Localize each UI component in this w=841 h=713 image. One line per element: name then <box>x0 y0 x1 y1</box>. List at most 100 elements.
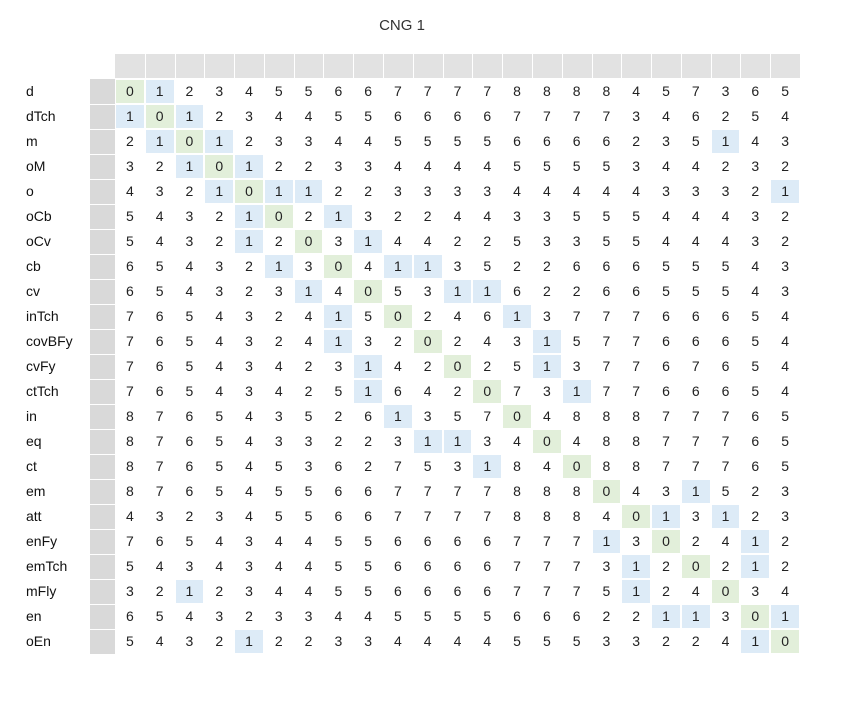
matrix-cell: 6 <box>334 508 343 524</box>
matrix-cell: 4 <box>394 233 402 249</box>
matrix-cell: 4 <box>513 183 521 199</box>
matrix-cell: 2 <box>155 158 164 174</box>
matrix-cell: 0 <box>652 530 680 553</box>
matrix-cell: 6 <box>513 133 521 149</box>
row-separator <box>90 229 115 230</box>
matrix-cell: 5 <box>274 458 283 474</box>
matrix-cell: 8 <box>572 483 581 499</box>
matrix-cell: 4 <box>721 533 730 549</box>
matrix-cell: 7 <box>155 458 164 474</box>
row-label: covBFy <box>26 333 73 349</box>
matrix-cell: 5 <box>632 208 641 224</box>
matrix-cell: 0 <box>384 305 412 328</box>
matrix-cell: 7 <box>125 358 134 374</box>
matrix-cell: 7 <box>602 108 611 124</box>
matrix-cell: 2 <box>453 383 462 399</box>
matrix-cell: 3 <box>215 258 224 274</box>
matrix-cell: 4 <box>185 258 194 274</box>
matrix-cell: 1 <box>205 180 234 203</box>
matrix-cell: 1 <box>622 580 651 603</box>
column-separator <box>353 54 355 78</box>
matrix-cell: 1 <box>532 355 561 378</box>
row-separator <box>90 154 115 155</box>
matrix-cell: 2 <box>453 233 462 249</box>
matrix-cell: 5 <box>334 533 343 549</box>
matrix-cell: 6 <box>394 533 402 549</box>
matrix-cell: 2 <box>304 208 313 224</box>
matrix-cell: 0 <box>235 180 263 203</box>
matrix-cell: 4 <box>215 308 224 324</box>
matrix-cell: 4 <box>662 108 670 124</box>
matrix-cell: 1 <box>264 255 293 278</box>
matrix-cell: 6 <box>513 283 521 299</box>
matrix-cell: 2 <box>542 283 551 299</box>
matrix-cell: 2 <box>155 583 164 599</box>
matrix-cell: 1 <box>384 405 412 428</box>
matrix-cell: 6 <box>185 433 194 449</box>
matrix-cell: 7 <box>394 483 402 499</box>
matrix-cell: 4 <box>572 433 581 449</box>
matrix-cell: 6 <box>423 533 432 549</box>
matrix-cell: 2 <box>274 158 283 174</box>
matrix-cell: 5 <box>572 158 581 174</box>
matrix-cell: 2 <box>215 633 224 649</box>
matrix-cell: 5 <box>691 283 700 299</box>
row-label: dTch <box>26 108 56 124</box>
matrix-cell: 4 <box>751 258 760 274</box>
matrix-cell: 6 <box>453 533 462 549</box>
matrix-cell: 3 <box>245 358 253 374</box>
matrix-cell: 5 <box>274 83 283 99</box>
matrix-cell: 5 <box>304 508 313 524</box>
matrix-cell: 5 <box>423 608 432 624</box>
matrix-cell: 0 <box>264 205 293 228</box>
matrix-cell: 5 <box>632 233 641 249</box>
matrix-cell: 4 <box>274 108 283 124</box>
matrix-cell: 7 <box>483 83 492 99</box>
matrix-cell: 7 <box>662 458 670 474</box>
matrix-cell: 6 <box>394 383 402 399</box>
matrix-cell: 3 <box>542 233 551 249</box>
matrix-cell: 4 <box>394 158 402 174</box>
row-label: oEn <box>26 633 51 649</box>
matrix-cell: 2 <box>483 358 492 374</box>
row-label: o <box>26 183 34 199</box>
row-label: cb <box>26 258 41 274</box>
matrix-cell: 3 <box>662 133 670 149</box>
matrix-cell: 2 <box>125 133 134 149</box>
column-separator <box>740 54 742 78</box>
matrix-cell: 3 <box>632 533 641 549</box>
matrix-cell: 2 <box>245 608 253 624</box>
matrix-cell: 5 <box>513 358 521 374</box>
matrix-cell: 4 <box>155 208 164 224</box>
matrix-cell: 4 <box>632 83 641 99</box>
row-label: eq <box>26 433 42 449</box>
matrix-cell: 1 <box>413 430 442 453</box>
matrix-cell: 4 <box>185 283 194 299</box>
matrix-cell: 3 <box>542 383 551 399</box>
matrix-cell: 1 <box>532 330 561 353</box>
matrix-cell: 8 <box>632 433 641 449</box>
matrix-cell: 2 <box>602 608 611 624</box>
matrix-cell: 6 <box>691 383 700 399</box>
row-separator <box>90 529 115 530</box>
matrix-cell: 7 <box>513 383 521 399</box>
matrix-cell: 3 <box>632 108 641 124</box>
matrix-cell: 3 <box>334 633 343 649</box>
matrix-cell: 1 <box>175 105 204 128</box>
row-label: emTch <box>26 558 68 574</box>
matrix-cell: 1 <box>354 230 383 253</box>
matrix-cell: 7 <box>602 383 611 399</box>
matrix-cell: 1 <box>235 155 263 178</box>
matrix-cell: 5 <box>423 458 432 474</box>
matrix-cell: 0 <box>175 130 204 153</box>
matrix-cell: 1 <box>711 130 740 153</box>
matrix-cell: 4 <box>662 158 670 174</box>
matrix-cell: 5 <box>304 408 313 424</box>
row-label: cvFy <box>26 358 56 374</box>
matrix-cell: 3 <box>304 258 313 274</box>
matrix-cell: 6 <box>721 358 730 374</box>
matrix-cell: 2 <box>364 433 373 449</box>
matrix-cell: 5 <box>334 558 343 574</box>
matrix-cell: 2 <box>483 233 492 249</box>
matrix-cell: 0 <box>205 155 234 178</box>
